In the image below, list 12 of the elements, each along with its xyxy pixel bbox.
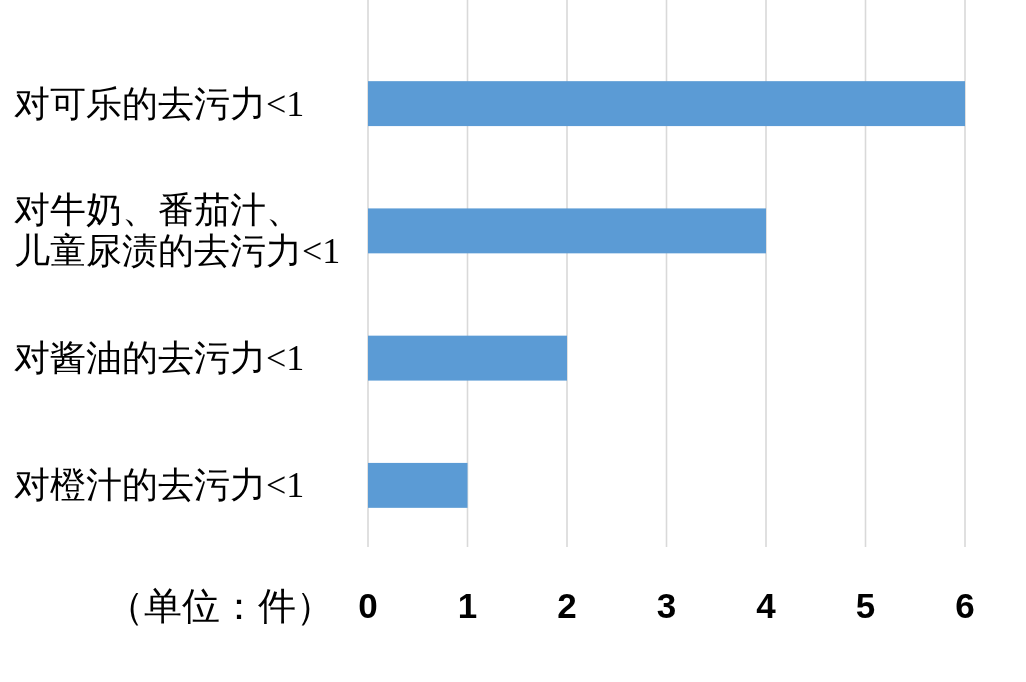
x-tick-label: 6 [955, 586, 975, 625]
y-tick-label: 对酱油的去污力<1 [14, 338, 305, 379]
x-tick-label: 5 [855, 586, 876, 625]
y-tick-label: 对牛奶、番茄汁、儿童尿渍的去污力<1 [14, 190, 341, 272]
x-tick-label: 2 [557, 586, 577, 625]
y-tick-label: 对可乐的去污力<1 [14, 83, 305, 124]
x-tick-label: 3 [656, 586, 677, 625]
x-tick-label: 0 [358, 586, 378, 625]
y-tick-label: 对橙汁的去污力<1 [14, 465, 305, 506]
x-tick-label: 1 [457, 586, 478, 625]
x-axis-title: （单位：件） [106, 585, 334, 627]
x-tick-label: 4 [756, 586, 777, 625]
